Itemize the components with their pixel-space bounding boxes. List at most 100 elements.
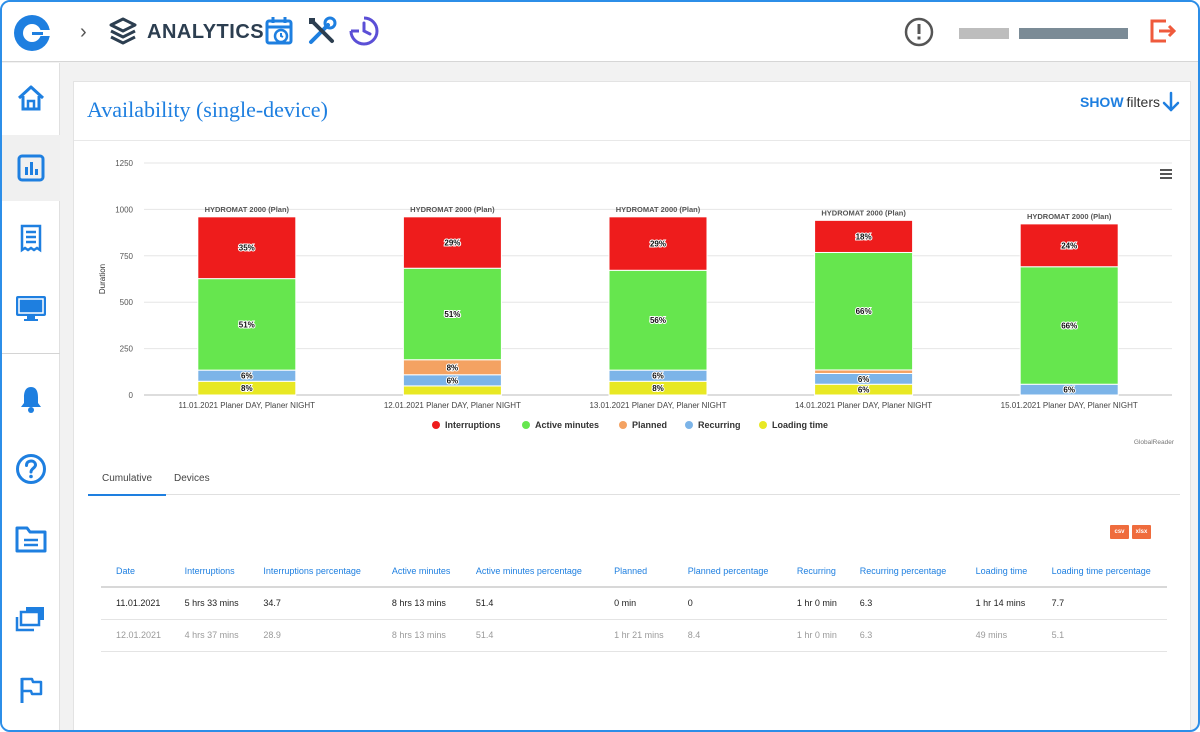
page-title: Availability (single-device) <box>87 97 328 122</box>
table-cell: 8 hrs 13 mins <box>376 619 461 652</box>
x-tick-label: 15.01.2021 Planer DAY, Planer NIGHT <box>1001 401 1138 410</box>
legend-marker <box>432 421 440 429</box>
column-header-planned-percentage[interactable]: Planned percentage <box>672 555 782 588</box>
chart-svg: 0 250 500 750 1000 1250 Duration 8% 6% 51% 35% HYDR… <box>98 159 1175 446</box>
y-tick-label: 500 <box>120 298 134 307</box>
table-cell: 49 mins <box>960 619 1037 652</box>
data-label: 6% <box>858 386 870 395</box>
tab-devices[interactable]: Devices <box>174 473 210 484</box>
data-label: 29% <box>650 240 666 249</box>
user-name-redacted[interactable] <box>959 28 1009 39</box>
sidebar-item-flags[interactable] <box>2 657 60 723</box>
table-cell: 1 hr 21 mins <box>599 619 673 652</box>
data-label: 6% <box>652 372 664 381</box>
data-label: 6% <box>1063 386 1075 395</box>
monitor-icon <box>16 296 46 321</box>
export-csv-button[interactable]: csv <box>1110 525 1129 539</box>
alert-icon[interactable] <box>904 17 934 47</box>
folder-icon <box>15 526 47 553</box>
legend-marker <box>685 421 693 429</box>
data-label: 18% <box>856 232 872 241</box>
stack-label: HYDROMAT 2000 (Plan) <box>821 208 906 217</box>
column-header-date[interactable]: Date <box>101 555 170 588</box>
table-cell: 5 hrs 33 mins <box>169 587 249 620</box>
column-header-interruptions[interactable]: Interruptions <box>169 555 249 588</box>
bar-segment <box>402 385 502 396</box>
sidebar <box>2 63 60 730</box>
company-logo[interactable] <box>12 13 52 53</box>
sidebar-item-notifications[interactable] <box>2 366 60 432</box>
column-header-loading-time-percentage[interactable]: Loading time percentage <box>1036 555 1167 588</box>
column-header-loading-time[interactable]: Loading time <box>960 555 1037 588</box>
sidebar-item-analytics[interactable] <box>2 135 60 201</box>
data-label: 8% <box>652 384 664 393</box>
y-tick-label: 0 <box>129 391 134 400</box>
data-label: 6% <box>241 372 253 381</box>
table-row: 11.01.2021 5 hrs 33 mins 34.7 8 hrs 13 m… <box>101 587 1167 620</box>
layers-icon <box>109 17 137 45</box>
sidebar-item-documents[interactable] <box>2 506 60 572</box>
x-tick-label: 12.01.2021 Planer DAY, Planer NIGHT <box>384 401 521 410</box>
column-header-interruptions-percentage[interactable]: Interruptions percentage <box>248 555 377 588</box>
column-header-recurring-percentage[interactable]: Recurring percentage <box>844 555 961 588</box>
export-xlsx-button[interactable]: xlsx <box>1132 525 1151 539</box>
table-cell: 1 hr 0 min <box>781 619 845 652</box>
clock-chart-icon[interactable] <box>348 15 380 47</box>
table-cell: 7.7 <box>1036 587 1167 620</box>
breadcrumb-chevron-icon: › <box>80 21 87 43</box>
column-header-planned[interactable]: Planned <box>599 555 673 588</box>
legend-label: Recurring <box>698 420 741 430</box>
bar-chart-icon <box>17 154 45 182</box>
availability-table: Date Interruptions Interruptions percent… <box>101 555 1167 652</box>
table-cell: 12.01.2021 <box>101 619 170 652</box>
legend-label: Planned <box>632 420 667 430</box>
bar-segment <box>1019 266 1119 385</box>
sidebar-item-windows[interactable] <box>2 586 60 652</box>
user-company-redacted[interactable] <box>1019 28 1128 39</box>
stack-label: HYDROMAT 2000 (Plan) <box>1027 212 1112 221</box>
table-header-row: Date Interruptions Interruptions percent… <box>101 555 1167 588</box>
table-cell: 0 <box>672 587 782 620</box>
legend-label: Loading time <box>772 420 828 430</box>
column-header-active-minutes-percentage[interactable]: Active minutes percentage <box>460 555 600 588</box>
x-tick-label: 14.01.2021 Planer DAY, Planer NIGHT <box>795 401 932 410</box>
column-header-active-minutes[interactable]: Active minutes <box>376 555 461 588</box>
data-label: 6% <box>858 375 870 384</box>
data-label: 66% <box>856 307 872 316</box>
table-cell: 1 hr 14 mins <box>960 587 1037 620</box>
y-tick-label: 250 <box>120 345 134 354</box>
column-header-recurring[interactable]: Recurring <box>781 555 845 588</box>
stack-label: HYDROMAT 2000 (Plan) <box>205 205 290 214</box>
bar-segment <box>197 216 297 280</box>
table-cell: 51.4 <box>460 619 600 652</box>
sidebar-item-monitor[interactable] <box>2 275 60 341</box>
bar-segment <box>402 216 502 269</box>
legend-label: Active minutes <box>535 420 599 430</box>
tab-cumulative[interactable]: Cumulative <box>88 473 167 496</box>
availability-card: Availability (single-device) SHOW filter… <box>73 81 1191 730</box>
bar-segment <box>814 251 914 371</box>
chart-menu-icon <box>1160 169 1172 171</box>
show-label: SHOW <box>1079 94 1124 110</box>
table-row: 12.01.2021 4 hrs 37 mins 28.9 8 hrs 13 m… <box>101 619 1167 652</box>
sidebar-item-reports[interactable] <box>2 205 60 271</box>
bar-segment <box>197 278 297 371</box>
show-filters-button[interactable]: SHOW filters <box>1080 90 1182 114</box>
bar-segment <box>402 267 502 361</box>
table-cell: 11.01.2021 <box>101 587 170 620</box>
flag-icon <box>20 677 43 703</box>
sidebar-item-home[interactable] <box>2 65 60 131</box>
logout-icon[interactable] <box>1146 15 1178 47</box>
data-label: 51% <box>444 310 460 319</box>
bar-segment <box>608 216 708 271</box>
sidebar-item-help[interactable] <box>2 436 60 502</box>
chart-credit: GlobalReader <box>1134 439 1175 446</box>
calendar-clock-icon[interactable] <box>264 15 296 47</box>
bar-segment <box>1019 223 1119 268</box>
data-label: 56% <box>650 316 666 325</box>
tools-icon[interactable] <box>306 15 338 47</box>
table-cell: 34.7 <box>248 587 377 620</box>
table-cell: 0 min <box>599 587 673 620</box>
table-cell: 1 hr 0 min <box>781 587 845 620</box>
